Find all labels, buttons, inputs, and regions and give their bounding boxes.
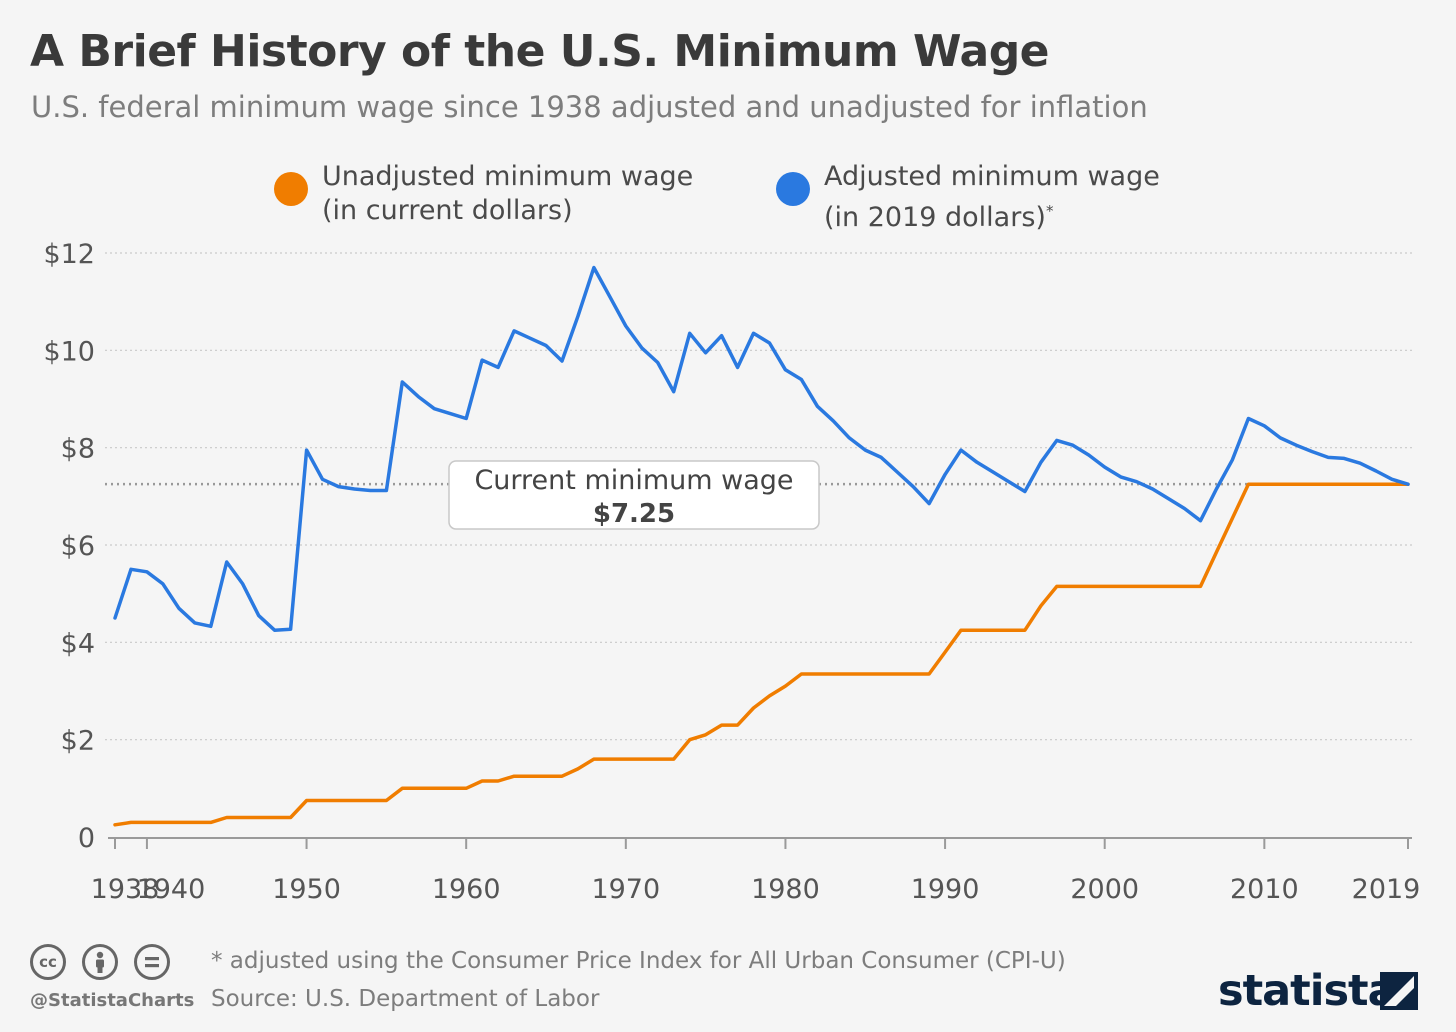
y-tick-label: $12	[43, 239, 95, 270]
footnote: * adjusted using the Consumer Price Inde…	[211, 948, 1066, 974]
chart-series	[105, 265, 1410, 827]
x-tick-label: 1970	[591, 874, 660, 905]
chart-subtitle: U.S. federal minimum wage since 1938 adj…	[31, 90, 1148, 124]
legend-swatch-unadjusted	[274, 172, 308, 206]
x-tick-label: 1938	[91, 874, 160, 905]
x-tick-label: 1940	[137, 874, 206, 905]
x-tick-label: 2010	[1230, 874, 1299, 905]
y-axis-labels: 0 $2 $4 $6 $8 $10 $12	[43, 239, 95, 854]
legend-label-unadjusted: Unadjusted minimum wage (in current doll…	[322, 161, 694, 226]
x-tick-label: 2000	[1070, 874, 1139, 905]
callout-label: Current minimum wage	[474, 465, 793, 496]
statista-handle: @StatistaCharts	[30, 990, 195, 1011]
x-tick-label: 1990	[911, 874, 980, 905]
statista-logo[interactable]: statista	[1218, 966, 1397, 1016]
current-wage-callout: Current minimum wage$7.25	[448, 460, 820, 530]
x-tick-label: 1950	[272, 874, 341, 905]
x-tick-label: 1980	[751, 874, 820, 905]
y-tick-label: 0	[78, 823, 95, 854]
series-line-adjusted	[113, 265, 1410, 632]
statista-logo-icon	[1380, 972, 1418, 1010]
callout-value: $7.25	[593, 499, 675, 529]
chart-title: A Brief History of the U.S. Minimum Wage	[30, 26, 1050, 77]
legend-label-adjusted: Adjusted minimum wage (in 2019 dollars)*	[824, 161, 1160, 233]
callout-box	[448, 460, 820, 530]
y-tick-label: $10	[43, 336, 95, 367]
y-tick-label: $6	[61, 531, 95, 562]
source-note: Source: U.S. Department of Labor	[211, 986, 600, 1012]
x-tick-label: 1960	[432, 874, 501, 905]
y-tick-label: $8	[61, 434, 95, 465]
series-line-unadjusted	[113, 482, 1410, 827]
y-tick-label: $2	[61, 726, 95, 757]
y-tick-label: $4	[61, 628, 95, 659]
legend-swatch-adjusted	[776, 172, 810, 206]
no-derivatives-icon	[134, 944, 170, 980]
cc-icon: cc	[30, 944, 66, 980]
x-tick-label: 2019	[1352, 874, 1421, 905]
attribution-icon	[82, 944, 118, 980]
